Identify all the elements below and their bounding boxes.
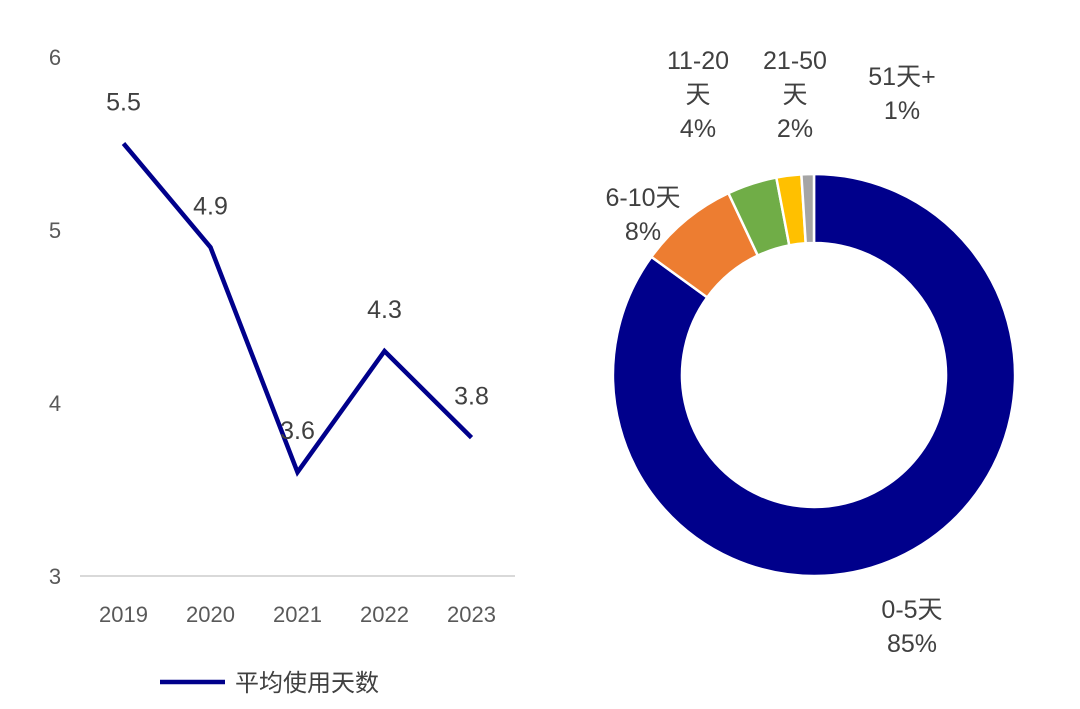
slice-label: 51天+ 1% [868, 63, 935, 125]
data-label: 4.9 [193, 192, 228, 220]
donut-slice [800, 172, 816, 245]
slice-label: 21-50 天 2% [763, 47, 827, 143]
slice-label-line: 0-5天 [881, 596, 942, 624]
donut-chart: 0-5天 85% 6-10天 8% 11-20 天 4% 21-50 天 2% 51天+ 1% [605, 47, 1017, 658]
line-chart: 3 4 5 6 2019 2020 2021 2022 2023 5.5 4.9 3.6 4.3 3.8 平… [49, 45, 515, 697]
x-tick-label: 2019 [99, 602, 148, 627]
slice-label: 6-10天 8% [605, 184, 680, 246]
data-label: 3.8 [454, 383, 489, 411]
x-tick-label: 2022 [360, 602, 409, 627]
slice-label: 0-5天 85% [881, 596, 942, 658]
data-label: 3.6 [280, 417, 315, 445]
slice-label: 11-20 天 4% [667, 47, 729, 143]
y-tick-label: 6 [49, 45, 61, 70]
y-tick-label: 5 [49, 218, 61, 243]
y-tick-label: 4 [49, 391, 61, 416]
data-label: 4.3 [367, 296, 402, 324]
x-tick-label: 2020 [186, 602, 235, 627]
slice-label-line: 8% [625, 218, 661, 246]
legend-label: 平均使用天数 [235, 670, 379, 697]
slice-label-line: 21-50 [763, 47, 827, 75]
slice-label-line: 1% [884, 97, 920, 125]
y-tick-label: 3 [49, 564, 61, 589]
data-label: 5.5 [106, 89, 141, 117]
slice-label-line: 85% [887, 630, 937, 658]
slice-label-line: 天 [685, 81, 710, 109]
series-line [121, 142, 474, 477]
x-tick-label: 2021 [273, 602, 322, 627]
slice-label-line: 51天+ [868, 63, 935, 91]
slice-label-line: 2% [777, 115, 813, 143]
slice-label-line: 6-10天 [605, 184, 680, 212]
slice-label-line: 天 [782, 81, 807, 109]
x-tick-label: 2023 [447, 602, 496, 627]
slice-label-line: 4% [680, 115, 716, 143]
slice-label-line: 11-20 [667, 47, 729, 75]
donut-slice [611, 172, 1017, 578]
